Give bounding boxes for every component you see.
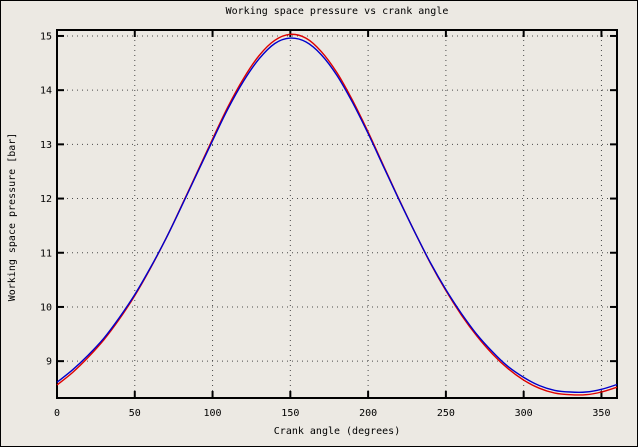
y-axis-label: Working space pressure [bar] [7, 133, 18, 302]
x-tick-label: 250 [437, 408, 455, 419]
y-tick-label: 10 [40, 302, 52, 313]
x-tick-label: 200 [359, 408, 377, 419]
series-line-blue [56, 37, 618, 393]
x-tick-label: 0 [54, 408, 60, 419]
series-line-red [56, 33, 618, 396]
x-tick-label: 150 [281, 408, 299, 419]
x-axis-label: Crank angle (degrees) [273, 426, 401, 437]
y-tick-label: 9 [46, 357, 52, 368]
y-tick-label: 15 [40, 31, 52, 42]
y-tick-label: 13 [40, 140, 52, 151]
y-tick-label: 11 [40, 248, 52, 259]
y-tick-label: 12 [40, 194, 52, 205]
x-tick-label: 50 [129, 408, 141, 419]
x-tick-label: 300 [515, 408, 533, 419]
chart-title: Working space pressure vs crank angle [225, 6, 449, 17]
x-tick-label: 100 [204, 408, 222, 419]
x-tick-label: 350 [592, 408, 610, 419]
y-tick-label: 14 [40, 86, 52, 97]
plot-border [56, 29, 618, 399]
